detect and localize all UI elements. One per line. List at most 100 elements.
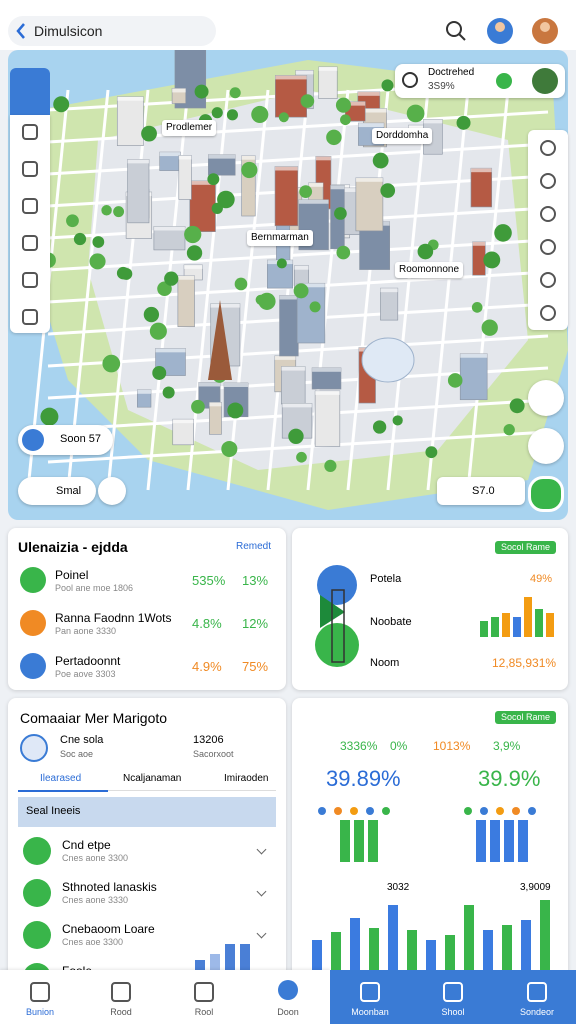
- tool-icon[interactable]: [540, 305, 556, 321]
- nav-label[interactable]: Bunion: [25, 1007, 55, 1017]
- road: [47, 430, 549, 464]
- tool-icon[interactable]: [540, 173, 556, 189]
- item-name: Sthnoted lanaskis: [62, 880, 157, 894]
- nav-label[interactable]: Rool: [194, 1007, 214, 1017]
- tree: [149, 322, 167, 340]
- nav-icon[interactable]: [443, 982, 463, 1002]
- building-roof: [282, 403, 312, 408]
- nav-icon[interactable]: [278, 980, 298, 1000]
- tree: [226, 109, 239, 121]
- building-roof: [345, 101, 366, 106]
- status-check: [496, 73, 512, 89]
- nav-icon[interactable]: [527, 982, 547, 1002]
- item-name: Cnebaoom Loare: [62, 922, 155, 936]
- bar: [195, 960, 205, 970]
- building-roof: [184, 264, 203, 269]
- bar: [524, 597, 532, 637]
- tool-icon[interactable]: [540, 239, 556, 255]
- map-button[interactable]: [528, 428, 564, 464]
- dot: [334, 807, 342, 815]
- left-chip-text: Smal: [56, 485, 82, 497]
- tool-icon[interactable]: [540, 272, 556, 288]
- row-change: 13%: [242, 573, 269, 588]
- bar: [490, 820, 500, 862]
- tab[interactable]: Ilearased: [40, 773, 82, 784]
- bar: [502, 925, 512, 970]
- tree: [92, 236, 105, 248]
- bottom-nav: [0, 970, 330, 1024]
- status-avatar[interactable]: [532, 68, 558, 94]
- bar: [546, 613, 554, 637]
- bar: [480, 621, 488, 637]
- search-icon[interactable]: [446, 21, 462, 37]
- tool-icon[interactable]: [22, 272, 38, 288]
- tab[interactable]: Imiraoden: [224, 773, 269, 784]
- info-label: Soc aoe: [60, 749, 94, 759]
- card-portfolio: [8, 528, 286, 690]
- building-roof: [208, 154, 236, 159]
- row-icon: [20, 567, 46, 593]
- nav-label[interactable]: Shool: [441, 1007, 465, 1017]
- tree: [234, 277, 248, 291]
- nav-label[interactable]: Doon: [277, 1007, 299, 1017]
- building-roof: [318, 66, 338, 71]
- tree: [191, 399, 205, 414]
- search-text[interactable]: Dimulsicon: [34, 23, 103, 39]
- nav-label[interactable]: Moonban: [351, 1007, 389, 1017]
- tree: [207, 173, 220, 186]
- tree: [456, 115, 471, 130]
- metric-value: 3,9%: [493, 739, 521, 753]
- tree: [221, 440, 238, 457]
- nav-icon[interactable]: [111, 982, 131, 1002]
- back-icon[interactable]: [16, 23, 25, 39]
- dot: [464, 807, 472, 815]
- map-button[interactable]: [528, 380, 564, 416]
- row-sub: Pan aone 3330: [55, 626, 117, 636]
- tool-icon[interactable]: [22, 309, 38, 325]
- tab[interactable]: Ncaljanaman: [123, 773, 182, 784]
- tree: [40, 407, 59, 426]
- nav-icon[interactable]: [360, 982, 380, 1002]
- tree: [194, 84, 209, 99]
- left-toolbar: [10, 115, 50, 333]
- road: [66, 89, 110, 491]
- card-compare: [8, 698, 286, 978]
- left-chip[interactable]: [18, 477, 96, 505]
- nav-icon[interactable]: [194, 982, 214, 1002]
- chip-avatar: [22, 429, 44, 451]
- tool-icon[interactable]: [540, 206, 556, 222]
- selected-row[interactable]: [18, 797, 276, 827]
- tool-icon[interactable]: [22, 198, 38, 214]
- building-roof: [460, 353, 488, 358]
- building-roof: [357, 91, 380, 96]
- tool-icon[interactable]: [22, 235, 38, 251]
- row-value: 4.8%: [192, 616, 222, 631]
- card-link[interactable]: Remedt: [236, 541, 272, 552]
- tool-icon[interactable]: [22, 161, 38, 177]
- tree: [503, 424, 515, 436]
- share-button[interactable]: [98, 477, 126, 505]
- map-label: Roomonnone: [395, 262, 464, 278]
- tree: [381, 79, 394, 92]
- tree: [73, 232, 87, 246]
- item-icon: [23, 837, 51, 865]
- big-value: 39.9%: [478, 766, 541, 791]
- tool-icon[interactable]: [22, 124, 38, 140]
- tree: [481, 319, 498, 336]
- building-roof: [470, 168, 492, 173]
- tree: [509, 398, 525, 414]
- right-chip[interactable]: [437, 477, 525, 505]
- confirm-button[interactable]: [528, 476, 564, 512]
- nav-label[interactable]: Sondeor: [519, 1007, 555, 1017]
- left-toolbar-primary[interactable]: [10, 68, 50, 115]
- nav-label[interactable]: Rood: [110, 1007, 132, 1017]
- building-roof: [189, 180, 216, 185]
- tool-icon[interactable]: [540, 140, 556, 156]
- item-sub: Cnes aone 3300: [62, 853, 129, 863]
- nav-icon[interactable]: [30, 982, 50, 1002]
- dot: [480, 807, 488, 815]
- building: [178, 155, 192, 200]
- search-field[interactable]: [8, 16, 216, 46]
- dome: [361, 337, 415, 383]
- badge: Socol Rame: [495, 711, 557, 724]
